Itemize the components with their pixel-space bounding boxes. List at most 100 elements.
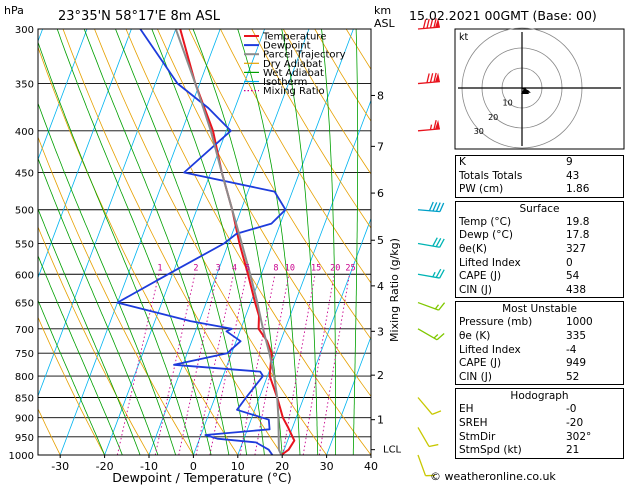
index-label: Totals Totals — [459, 169, 523, 182]
barb-full — [435, 268, 442, 278]
pressure-tick-label: 300 — [15, 25, 34, 36]
surface-indices-box: Surface Temp (°C) 19.8 Dewp (°C) 17.8 θe(K) 3… — [455, 200, 624, 299]
index-row: Lifted Index -4 — [456, 344, 623, 358]
index-row: θe(K) 327 — [456, 243, 623, 257]
barb-full — [436, 333, 445, 341]
mixing-ratio-line — [302, 274, 335, 455]
wind-barb — [417, 301, 446, 311]
index-row: PW (cm) 1.86 — [456, 183, 623, 197]
index-label: CIN (J) — [459, 370, 492, 383]
barb-full — [429, 73, 434, 83]
mixing-ratio-label: 4 — [232, 263, 237, 273]
mixing-ratio-label: 10 — [285, 263, 295, 273]
hodograph-unit-label: kt — [459, 32, 469, 43]
barb-flag — [434, 72, 440, 83]
index-row: Temp (°C) 19.8 — [456, 216, 623, 230]
wet-adiabat — [237, 29, 301, 455]
mixing-ratio-label: 1 — [157, 263, 162, 273]
pressure-tick-label: 1000 — [9, 451, 34, 462]
pressure-tick-label: 750 — [15, 349, 34, 360]
wet-adiabat — [56, 29, 212, 455]
mixing-ratio-line — [282, 274, 316, 455]
mixing-ratio-label: 25 — [345, 263, 355, 273]
barb-full — [428, 443, 439, 448]
legend-entry: Wet Adiabat — [263, 68, 324, 79]
barb-full — [433, 18, 437, 28]
index-row: CIN (J) 52 — [456, 371, 623, 385]
surface-title: Surface — [519, 202, 560, 215]
barb-full — [439, 269, 445, 279]
barb-half — [429, 124, 433, 130]
mixing-ratio-line — [154, 274, 196, 455]
km-tick-label: 6 — [377, 187, 384, 200]
barb-full — [435, 238, 442, 247]
barb-full — [438, 302, 446, 311]
wind-barb — [417, 119, 440, 132]
index-value: 438 — [566, 283, 587, 296]
index-value: -4 — [566, 343, 577, 356]
isotherm — [148, 29, 310, 455]
pressure-tick-label: 400 — [15, 127, 34, 138]
legend-entry: Parcel Trajectory — [263, 50, 346, 61]
index-row: StmDir 302° — [456, 431, 623, 445]
km-tick-label: 2 — [377, 369, 384, 382]
km-tick-label: 5 — [377, 234, 384, 247]
pressure-tick-label: 850 — [15, 393, 34, 404]
legend-entry: Temperature — [262, 32, 326, 43]
x-tick-label: 40 — [364, 460, 378, 473]
index-label: θe(K) — [459, 242, 487, 255]
wind-barb — [417, 328, 445, 341]
profiles — [116, 29, 296, 455]
pressure-tick-label: 900 — [15, 414, 34, 425]
isotherm — [193, 29, 354, 455]
lcl-label: LCL — [383, 445, 402, 456]
wind-barbs — [417, 18, 446, 477]
barb-full — [422, 19, 427, 29]
x-tick-label: 10 — [231, 460, 245, 473]
barb-full — [431, 410, 442, 415]
index-value: -20 — [566, 416, 584, 429]
barb-staff — [417, 454, 427, 476]
mixing-ratio-axis-title: Mixing Ratio (g/kg) — [388, 238, 401, 342]
location-label: 23°35'N 58°17'E 8m ASL — [58, 9, 221, 24]
wet-adiabat — [38, 102, 176, 455]
hodograph-frame — [454, 28, 625, 150]
dry-adiabat — [125, 29, 371, 455]
x-axis-title: Dewpoint / Temperature (°C) — [112, 470, 291, 485]
index-value: 335 — [566, 329, 587, 342]
pressure-tick-label: 500 — [15, 206, 34, 217]
barb-staff — [417, 397, 433, 415]
x-tick-label: -20 — [96, 460, 114, 473]
barb-full — [433, 72, 437, 83]
barb-staff — [417, 273, 440, 279]
dry-adiabat — [220, 29, 371, 284]
barb-staff — [417, 427, 430, 447]
indices-panel: K 9 Totals Totals 43 PW (cm) 1.86 Surface Tem… — [455, 155, 624, 462]
index-row: Pressure (mb) 1000 — [456, 316, 623, 330]
wind-barb — [417, 201, 445, 213]
barb-staff — [417, 209, 440, 213]
wind-barb — [417, 72, 440, 85]
pressure-tick-label: 550 — [15, 239, 34, 250]
valid-datetime: 15.02.2021 00GMT (Base: 00) — [409, 8, 597, 23]
index-value: 21 — [566, 444, 580, 457]
barb-full — [426, 18, 430, 29]
wet-adiabat — [38, 41, 194, 455]
km-tick-label: 4 — [377, 280, 384, 293]
dry-adiabat — [38, 407, 61, 455]
barb-staff — [417, 328, 438, 341]
hodograph-ring-label: 20 — [488, 113, 498, 122]
pressure-tick-label: 700 — [15, 325, 34, 336]
index-label: Temp (°C) — [459, 215, 512, 228]
index-label: StmDir — [459, 430, 496, 443]
pressure-tick-label: 800 — [15, 372, 34, 383]
isotherm — [38, 29, 177, 398]
barb-half — [432, 271, 436, 278]
index-label: K — [459, 156, 466, 168]
barb-full — [432, 237, 438, 247]
dry-adiabat — [282, 29, 371, 175]
isotherm — [237, 99, 371, 455]
mixing-ratio-line — [195, 274, 234, 455]
hodograph-ring-label: 10 — [503, 98, 513, 107]
